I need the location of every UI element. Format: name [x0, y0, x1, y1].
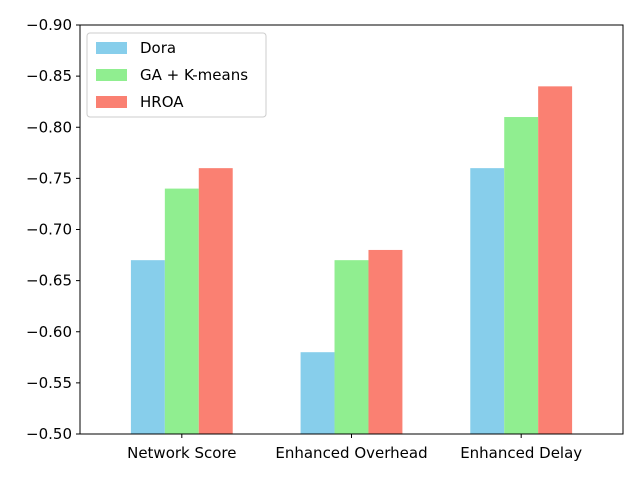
y-tick-label: −0.80	[26, 118, 72, 136]
bar-ga-k-means-enhanced-overhead	[334, 260, 369, 434]
y-tick-label: −0.55	[26, 374, 72, 392]
bars-group	[130, 86, 573, 435]
y-tick-label: −0.85	[26, 67, 72, 85]
y-tick-label: −0.60	[26, 323, 72, 341]
axes-group: −0.50 −0.55 −0.60 −0.65 −0.70 −0.75 −0.80 −0.85…	[26, 16, 624, 462]
bar-ga-k-means-enhanced-delay	[504, 117, 539, 435]
bar-dora-enhanced-overhead	[300, 352, 335, 434]
bar-hroa-enhanced-delay	[538, 86, 573, 434]
bar-hroa-enhanced-overhead	[368, 249, 403, 434]
y-tick-label: −0.65	[26, 272, 72, 290]
legend-swatch-ga-k-means	[96, 69, 127, 81]
legend-box	[86, 32, 267, 118]
y-tick-label: −0.90	[26, 16, 72, 34]
x-tick-label: Enhanced Delay	[460, 444, 582, 462]
bar-hroa-network-score	[198, 168, 233, 434]
legend-swatch-dora	[96, 42, 127, 54]
legend-label-ga-k-means: GA + K-means	[140, 66, 248, 84]
x-tick-label: Enhanced Overhead	[275, 444, 427, 462]
bar-ga-k-means-network-score	[164, 188, 199, 434]
legend-label-hroa: HROA	[140, 93, 184, 111]
y-tick-label: −0.70	[26, 221, 72, 239]
legend-swatch-hroa	[96, 96, 127, 108]
y-tick-label: −0.75	[26, 169, 72, 187]
bar-dora-network-score	[130, 260, 165, 434]
legend-label-dora: Dora	[140, 39, 176, 57]
x-tick-label: Network Score	[127, 444, 236, 462]
y-tick-label: −0.50	[26, 425, 72, 443]
bar-dora-enhanced-delay	[470, 168, 505, 434]
legend: Dora GA + K-means HROA	[86, 32, 267, 118]
